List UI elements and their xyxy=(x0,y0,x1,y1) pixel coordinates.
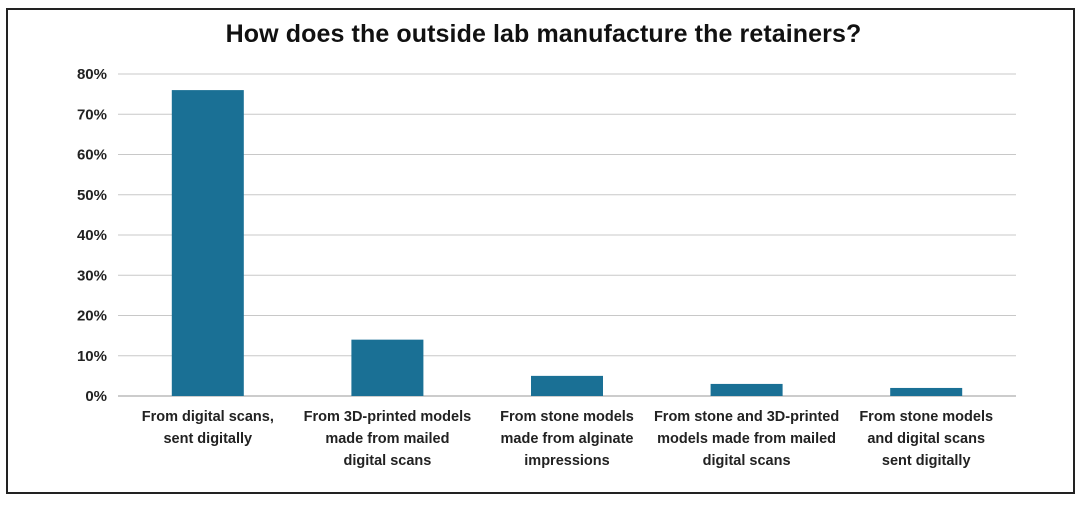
category-label-line: From 3D-printed models xyxy=(304,409,472,425)
category-label-line: digital scans xyxy=(703,453,791,469)
category-label-line: made from mailed xyxy=(325,431,449,447)
category-label-line: From stone and 3D-printed xyxy=(654,409,839,425)
category-label: From stone and 3D-printed models made fro… xyxy=(654,409,839,469)
category-label-line: From stone models xyxy=(859,409,993,425)
bar xyxy=(710,383,783,396)
chart-title: How does the outside lab manufacture the… xyxy=(225,20,862,48)
category-label-line: From digital scans, xyxy=(142,409,274,425)
category-label: From stone models made from alginate impre… xyxy=(500,409,634,469)
y-tick-label: 10% xyxy=(77,348,107,365)
x-axis-categories: From digital scans, sent digitally From 3D… xyxy=(142,409,993,469)
category-label-line: From stone models xyxy=(500,409,634,425)
y-tick-label: 80% xyxy=(77,66,107,83)
y-tick-label: 70% xyxy=(77,106,107,123)
y-tick-label: 50% xyxy=(77,187,107,204)
category-label-line: sent digitally xyxy=(163,431,252,447)
category-label: From digital scans, sent digitally xyxy=(142,409,274,447)
category-label-line: and digital scans xyxy=(867,431,985,447)
bar xyxy=(351,339,424,396)
bar xyxy=(890,387,963,396)
y-tick-label: 60% xyxy=(77,147,107,164)
bars xyxy=(171,90,963,396)
bar xyxy=(171,90,244,396)
category-label: From stone models and digital scans sent d… xyxy=(859,409,993,469)
category-label-line: sent digitally xyxy=(882,453,971,469)
category-label: From 3D-printed models made from mailed di… xyxy=(304,409,472,469)
y-tick-label: 30% xyxy=(77,267,107,284)
category-label-line: models made from mailed xyxy=(657,431,836,447)
category-label-line: made from alginate xyxy=(501,431,634,447)
y-tick-label: 0% xyxy=(85,388,107,405)
y-tick-label: 20% xyxy=(77,308,107,325)
gridlines xyxy=(118,73,1016,397)
y-axis-ticks: 0% 10% 20% 30% 40% 50% 60% 70% 80% xyxy=(77,66,107,405)
y-tick-label: 40% xyxy=(77,227,107,244)
category-label-line: impressions xyxy=(524,453,609,469)
bar xyxy=(531,375,603,396)
category-label-line: digital scans xyxy=(343,453,431,469)
